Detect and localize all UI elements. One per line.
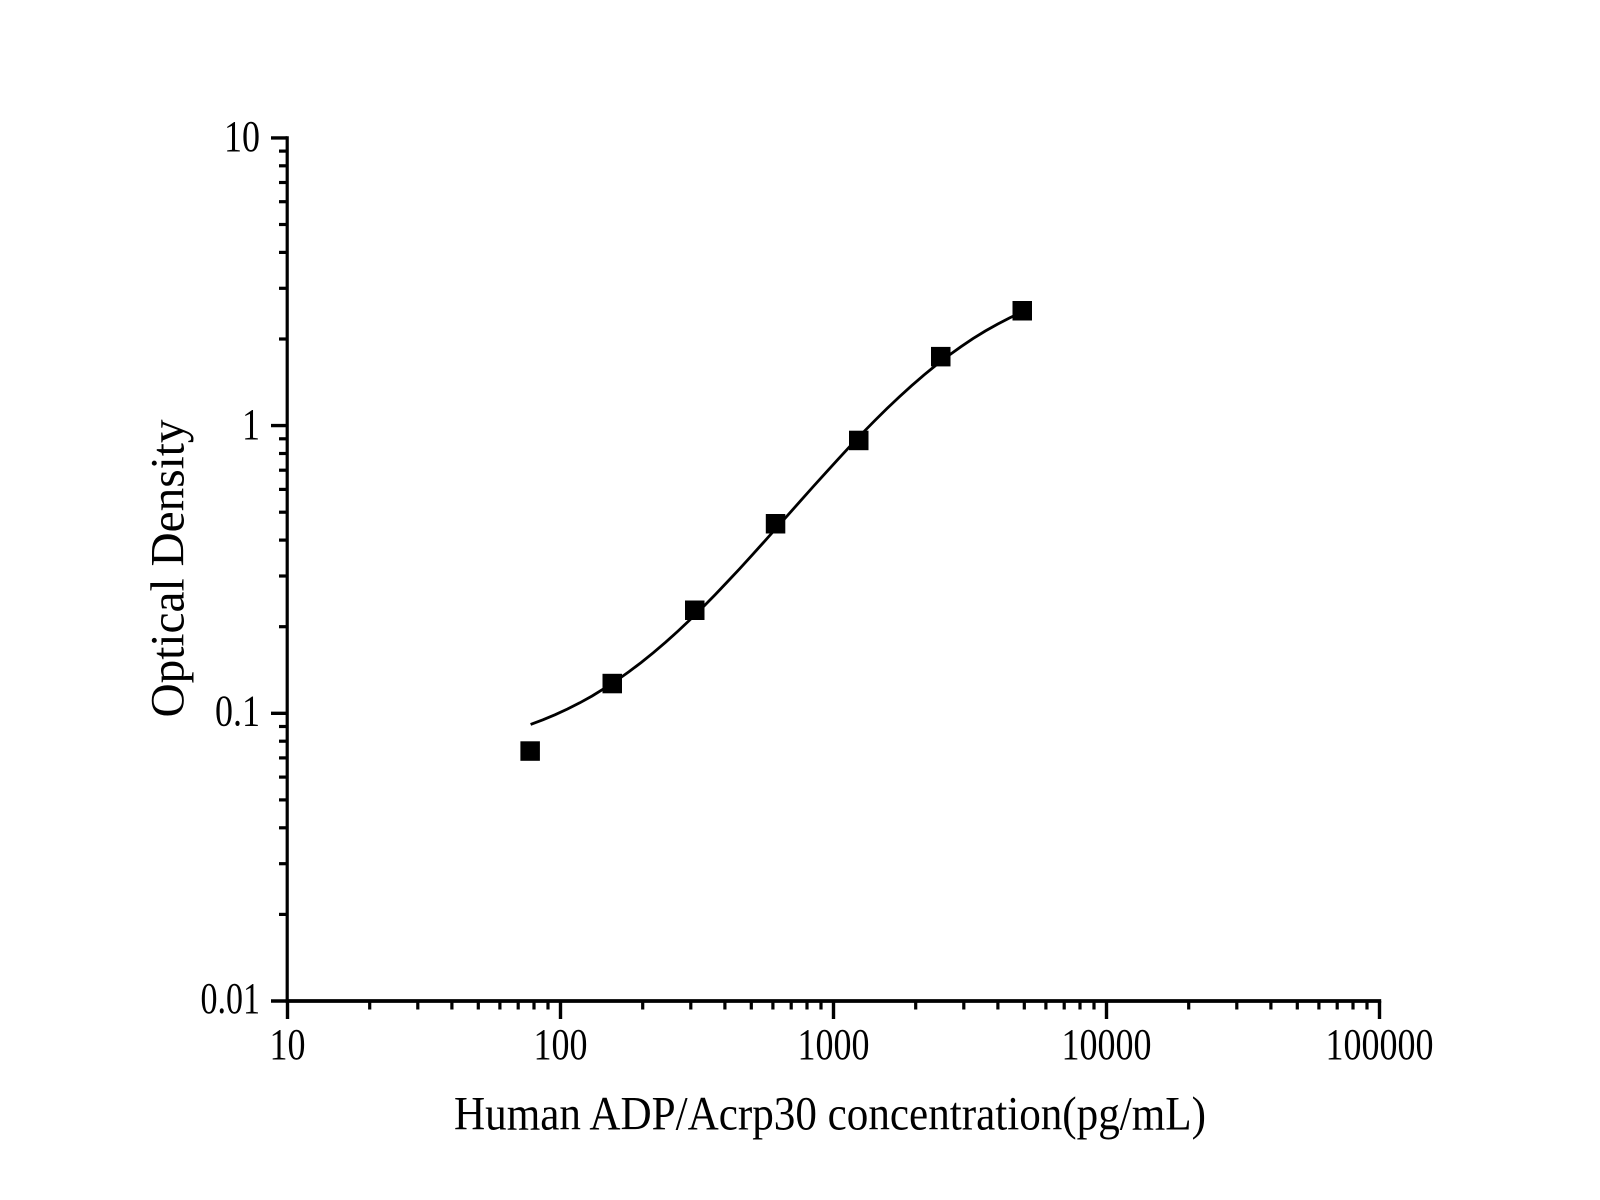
svg-text:1000: 1000 [798, 1019, 870, 1069]
svg-text:Human ADP/Acrp30 concentration: Human ADP/Acrp30 concentration(pg/mL) [454, 1089, 1206, 1141]
svg-text:10000: 10000 [1062, 1019, 1152, 1069]
svg-text:Optical Density: Optical Density [142, 420, 195, 718]
svg-text:1: 1 [242, 399, 260, 449]
svg-text:10: 10 [270, 1019, 306, 1069]
svg-text:100: 100 [534, 1019, 588, 1069]
svg-text:10: 10 [224, 111, 260, 161]
svg-text:0.01: 0.01 [201, 973, 261, 1023]
svg-text:0.1: 0.1 [215, 686, 260, 736]
svg-text:100000: 100000 [1326, 1019, 1434, 1069]
